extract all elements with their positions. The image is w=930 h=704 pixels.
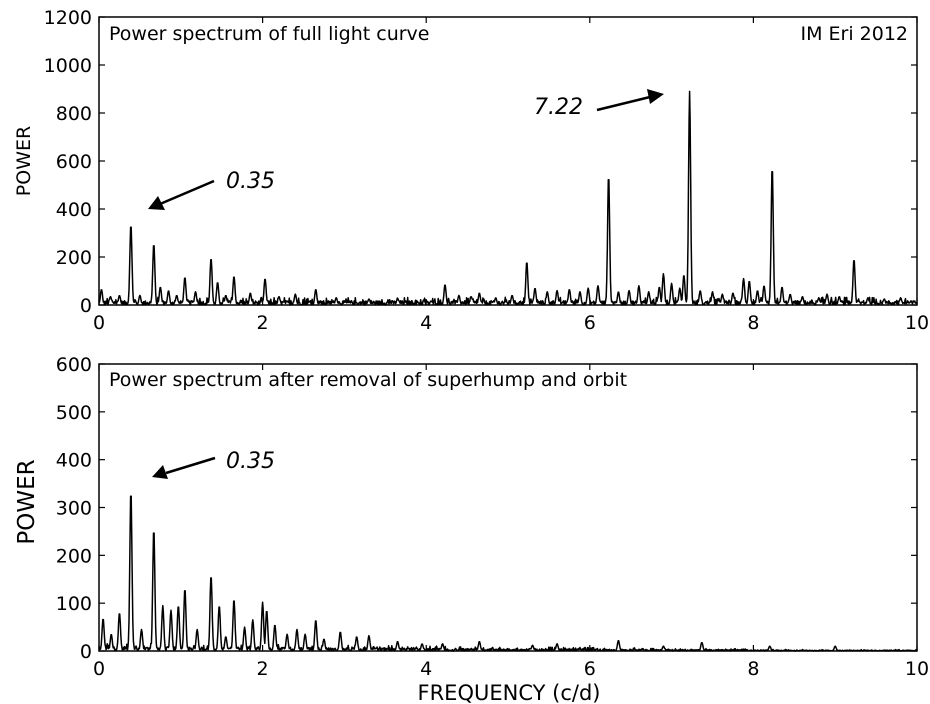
bottom-y-tick-label: 400	[56, 450, 92, 472]
bottom-annotation-arrow-0.35	[165, 456, 216, 475]
top-x-tick-label: 8	[747, 312, 759, 334]
top-annotation-arrowhead-0.35	[148, 196, 165, 210]
top-panel-title: Power spectrum of full light curve	[109, 23, 430, 45]
bottom-annotation-0.35: 0.35	[226, 449, 275, 474]
top-x-ticks: 0 2 4 6 8 10	[93, 17, 929, 334]
top-x-tick-label: 6	[584, 312, 596, 334]
bottom-panel-title: Power spectrum after removal of superhum…	[109, 369, 627, 391]
top-annotation-0.35: 0.35	[226, 169, 275, 194]
bottom-x-tick-label: 0	[93, 658, 105, 680]
bottom-x-tick-label: 10	[905, 658, 929, 680]
bottom-y-tick-label: 0	[80, 641, 92, 663]
top-panel: 0 200 400 600 800 1000 1200 0 2 4 6 8 10 Power spec…	[13, 7, 929, 334]
bottom-x-tick-label: 2	[257, 658, 269, 680]
top-y-tick-label: 600	[56, 151, 92, 173]
top-y-tick-label: 0	[80, 295, 92, 317]
top-y-axis-label: POWER	[13, 126, 35, 196]
bottom-x-tick-label: 8	[747, 658, 759, 680]
bottom-x-tick-label: 6	[584, 658, 596, 680]
top-annotation-7.22: 7.22	[534, 95, 583, 120]
top-y-tick-label: 200	[56, 247, 92, 269]
top-plot-frame	[98, 16, 918, 306]
top-y-tick-label: 1200	[44, 7, 92, 29]
top-y-tick-label: 800	[56, 103, 92, 125]
bottom-x-axis-label: FREQUENCY (c/d)	[418, 681, 601, 704]
top-annotation-arrow-0.35	[159, 179, 215, 206]
bottom-x-ticks: 0 2 4 6 8 10	[93, 364, 929, 680]
top-y-ticks: 0 200 400 600 800 1000 1200	[44, 7, 917, 317]
top-y-tick-label: 1000	[44, 55, 92, 77]
top-annotation-arrowhead-7.22	[647, 89, 664, 104]
top-x-tick-label: 10	[905, 312, 929, 334]
bottom-annotation-arrowhead-0.35	[152, 465, 168, 479]
bottom-plot-frame	[98, 363, 918, 652]
bottom-y-axis-label: POWER	[14, 459, 40, 544]
bottom-spectrum-line	[98, 495, 918, 652]
bottom-x-tick-label: 4	[420, 658, 432, 680]
top-spectrum-line	[98, 90, 918, 306]
bottom-y-tick-label: 600	[56, 354, 92, 376]
bottom-y-tick-label: 300	[56, 498, 92, 520]
bottom-y-tick-label: 200	[56, 545, 92, 567]
top-x-tick-label: 2	[257, 312, 269, 334]
bottom-y-tick-label: 500	[56, 402, 92, 424]
top-y-tick-label: 400	[56, 199, 92, 221]
bottom-y-ticks: 0 100 200 300 400 500 600	[56, 354, 917, 663]
top-x-tick-label: 0	[93, 312, 105, 334]
top-annotation-arrow-7.22	[596, 95, 651, 112]
top-x-tick-label: 4	[420, 312, 432, 334]
top-panel-subtitle: IM Eri 2012	[800, 23, 908, 45]
bottom-y-tick-label: 100	[56, 593, 92, 615]
bottom-panel: 0 100 200 300 400 500 600 0 2 4 6 8 10 Power spectr…	[14, 354, 929, 704]
